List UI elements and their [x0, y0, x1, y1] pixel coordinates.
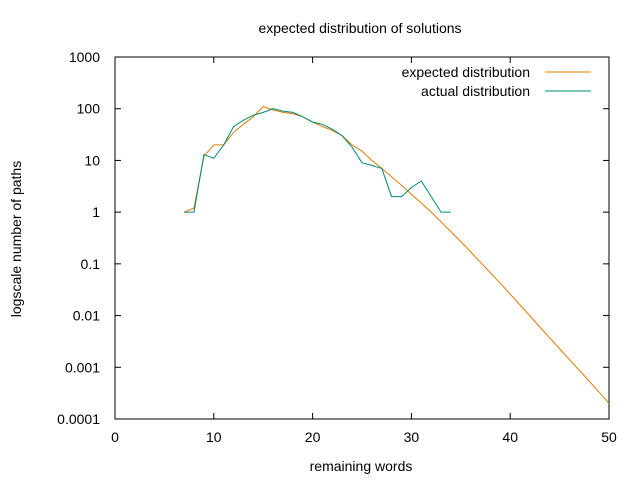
y-tick-label: 0.01 — [73, 308, 100, 324]
y-tick-label: 10 — [84, 152, 100, 168]
x-tick-label: 40 — [502, 429, 518, 445]
axes: 0 10 20 30 40 50 0.0001 0.001 0.01 0.1 1 10 100 1000 — [57, 49, 617, 445]
series-line-expected-distribution — [184, 106, 610, 404]
plot-border — [114, 56, 610, 420]
series-line-actual-distribution — [184, 108, 451, 213]
legend: expected distribution actual distribution — [402, 64, 591, 99]
x-tick-label: 20 — [305, 429, 321, 445]
y-tick-label: 100 — [77, 101, 101, 117]
y-axis-label: logscale number of paths — [8, 161, 24, 317]
y-tick-label: 0.001 — [65, 359, 100, 375]
y-tick-label: 0.0001 — [57, 411, 100, 427]
series-layer — [184, 106, 610, 404]
x-axis-label: remaining words — [310, 458, 413, 474]
y-tick-label: 1 — [92, 204, 100, 220]
chart-title: expected distribution of solutions — [258, 20, 461, 36]
y-tick-label: 0.1 — [81, 256, 101, 272]
legend-label-expected-distribution: expected distribution — [402, 64, 530, 80]
x-tick-label: 30 — [404, 429, 420, 445]
y-tick-label: 1000 — [69, 49, 100, 65]
x-tick-label: 10 — [206, 429, 222, 445]
x-tick-label: 50 — [601, 429, 617, 445]
x-tick-label: 0 — [111, 429, 119, 445]
legend-label-actual-distribution: actual distribution — [421, 83, 530, 99]
